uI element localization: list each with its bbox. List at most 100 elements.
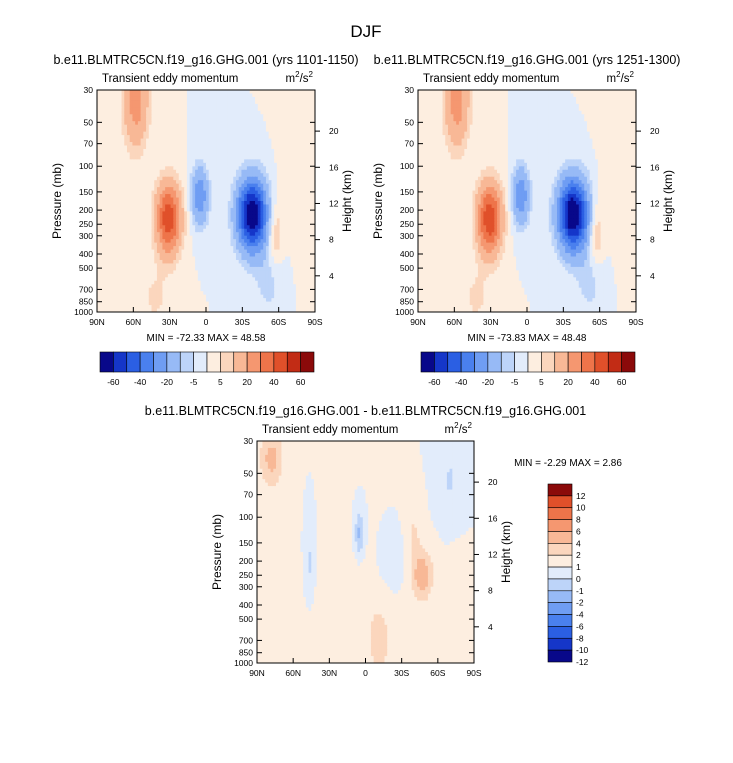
- x-tick-label: 60N: [447, 317, 463, 327]
- y-tick-label: 850: [79, 297, 93, 307]
- colorbar-box: [461, 352, 474, 372]
- height-tick-label: 8: [488, 586, 493, 596]
- colorbar-box: [548, 508, 572, 520]
- x-tick-label: 90N: [249, 668, 265, 678]
- colorbar-label: 2: [576, 550, 581, 560]
- x-tick-label: 90S: [307, 317, 322, 327]
- colorbar-label: -40: [134, 377, 147, 387]
- colorbar-label: -60: [107, 377, 120, 387]
- y-tick-label: 300: [79, 231, 93, 241]
- y-tick-label: 150: [79, 187, 93, 197]
- colorbar-box: [274, 352, 287, 372]
- colorbar-label: 20: [242, 377, 252, 387]
- colorbar-label: -20: [161, 377, 174, 387]
- colorbar-label: 1: [576, 562, 581, 572]
- x-tick-label: 30N: [483, 317, 499, 327]
- contour-field: [97, 90, 316, 313]
- y-tick-label: 100: [239, 512, 253, 522]
- panel-units: m2/s2: [607, 70, 635, 85]
- colorbar-box: [548, 626, 572, 638]
- colorbar-box: [608, 352, 621, 372]
- y-axis-right-label: Height (km): [340, 170, 354, 232]
- y-tick-label: 30: [405, 85, 415, 95]
- colorbar-box: [287, 352, 300, 372]
- colorbar-box: [548, 591, 572, 603]
- colorbar-box: [194, 352, 207, 372]
- colorbar-box: [595, 352, 608, 372]
- colorbar-label: 0: [576, 574, 581, 584]
- y-tick-label: 50: [244, 468, 254, 478]
- panel-units: m2/s2: [286, 70, 314, 85]
- panel-top-right: b.e11.BLMTRC5CN.f19_g16.GHG.001 (yrs 125…: [371, 53, 680, 344]
- y-tick-label: 150: [239, 538, 253, 548]
- colorbar-box: [501, 352, 514, 372]
- contour-field: [257, 441, 475, 664]
- height-tick-label: 20: [329, 126, 339, 136]
- panel-title: b.e11.BLMTRC5CN.f19_g16.GHG.001 (yrs 110…: [53, 53, 358, 67]
- colorbar-box: [207, 352, 220, 372]
- colorbar-box: [488, 352, 501, 372]
- colorbar-box: [548, 543, 572, 555]
- colorbar-box: [301, 352, 314, 372]
- y-tick-label: 250: [239, 570, 253, 580]
- colorbar-box: [100, 352, 113, 372]
- y-tick-label: 200: [79, 205, 93, 215]
- colorbar-box: [548, 520, 572, 532]
- y-tick-label: 200: [400, 205, 414, 215]
- y-tick-label: 400: [400, 249, 414, 259]
- colorbar-box: [167, 352, 180, 372]
- y-tick-label: 1000: [74, 307, 93, 317]
- colorbar-box: [234, 352, 247, 372]
- colorbar-box: [555, 352, 568, 372]
- y-tick-label: 200: [239, 556, 253, 566]
- x-tick-label: 30N: [322, 668, 338, 678]
- colorbar-label: 4: [576, 538, 581, 548]
- panel-units: m2/s2: [445, 421, 473, 436]
- colorbar-box: [434, 352, 447, 372]
- height-tick-label: 4: [650, 271, 655, 281]
- y-tick-label: 400: [239, 600, 253, 610]
- y-tick-label: 400: [79, 249, 93, 259]
- colorbar-box: [127, 352, 140, 372]
- height-tick-label: 16: [650, 162, 660, 172]
- colorbar-box: [421, 352, 434, 372]
- height-tick-label: 8: [650, 235, 655, 245]
- panel-title: b.e11.BLMTRC5CN.f19_g16.GHG.001 - b.e11.…: [145, 404, 586, 418]
- colorbar-label: -10: [576, 645, 589, 655]
- height-tick-label: 16: [488, 513, 498, 523]
- colorbar-box: [568, 352, 581, 372]
- x-tick-label: 60N: [285, 668, 301, 678]
- colorbar-box: [448, 352, 461, 372]
- colorbar-label: 5: [539, 377, 544, 387]
- x-tick-label: 90N: [89, 317, 105, 327]
- x-tick-label: 60S: [592, 317, 607, 327]
- height-tick-label: 4: [329, 271, 334, 281]
- panel-subtitle-left: Transient eddy momentum: [423, 73, 559, 85]
- colorbar-label: -8: [576, 633, 584, 643]
- colorbar-box: [180, 352, 193, 372]
- y-tick-label: 500: [400, 263, 414, 273]
- y-axis-label: Pressure (mb): [210, 514, 224, 590]
- height-tick-label: 12: [488, 549, 498, 559]
- colorbar-label: 5: [218, 377, 223, 387]
- y-tick-label: 70: [405, 139, 415, 149]
- x-tick-label: 30S: [235, 317, 250, 327]
- height-tick-label: 20: [650, 126, 660, 136]
- y-tick-label: 300: [400, 231, 414, 241]
- x-tick-label: 30S: [394, 668, 409, 678]
- x-tick-label: 90N: [410, 317, 426, 327]
- y-tick-label: 300: [239, 582, 253, 592]
- x-tick-label: 60N: [126, 317, 142, 327]
- colorbar-box: [548, 603, 572, 615]
- stats-text: MIN = -73.83 MAX = 48.48: [468, 333, 587, 344]
- y-tick-label: 500: [79, 263, 93, 273]
- colorbar-box: [247, 352, 260, 372]
- colorbar-box: [548, 555, 572, 567]
- y-tick-label: 150: [400, 187, 414, 197]
- height-tick-label: 16: [329, 162, 339, 172]
- stats-text: MIN = -72.33 MAX = 48.58: [147, 333, 266, 344]
- colorbar-box: [541, 352, 554, 372]
